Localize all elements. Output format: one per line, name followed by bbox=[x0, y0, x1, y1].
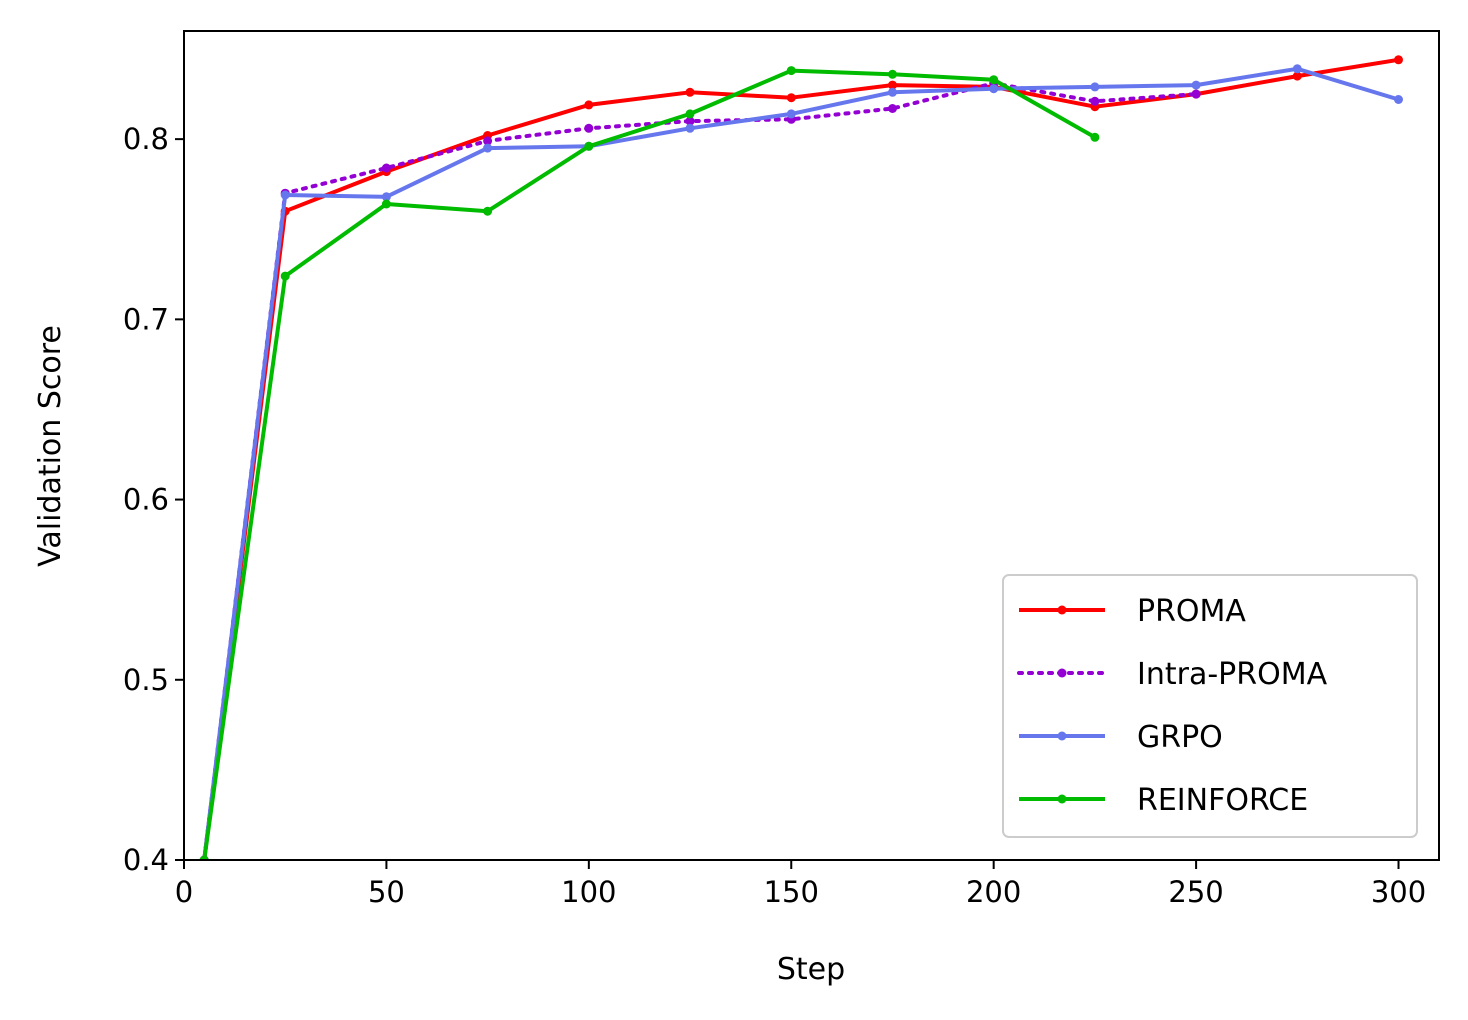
data-point bbox=[1191, 89, 1201, 99]
data-point bbox=[1090, 82, 1100, 92]
data-point bbox=[685, 87, 695, 97]
data-point bbox=[786, 66, 796, 76]
legend-item: PROMA bbox=[1019, 594, 1246, 629]
legend-item: Intra-PROMA bbox=[1017, 657, 1328, 692]
data-point bbox=[381, 192, 391, 202]
legend-marker bbox=[1057, 731, 1067, 741]
data-point bbox=[584, 100, 594, 110]
data-point bbox=[1292, 71, 1302, 81]
data-point bbox=[584, 123, 594, 133]
series-reinforce bbox=[199, 66, 1100, 860]
series-line bbox=[202, 68, 1096, 860]
data-point bbox=[786, 109, 796, 119]
legend-label: REINFORCE bbox=[1137, 783, 1308, 818]
y-tick-label: 0.8 bbox=[123, 122, 169, 156]
legend-marker bbox=[1057, 794, 1067, 804]
x-tick-label: 150 bbox=[764, 875, 819, 909]
y-tick-label: 0.7 bbox=[123, 302, 169, 336]
x-tick-label: 300 bbox=[1371, 875, 1426, 909]
data-point bbox=[888, 104, 897, 113]
legend-marker bbox=[1057, 668, 1067, 678]
data-point bbox=[280, 190, 290, 200]
data-point bbox=[199, 855, 209, 860]
series-layer bbox=[199, 55, 1403, 860]
legend-marker bbox=[1057, 605, 1067, 615]
legend-label: Intra-PROMA bbox=[1137, 657, 1328, 692]
data-point bbox=[381, 199, 391, 209]
data-point bbox=[888, 69, 897, 79]
data-point bbox=[1090, 132, 1100, 142]
plot-frame bbox=[183, 30, 1440, 861]
data-point bbox=[483, 143, 493, 153]
y-axis-label: Validation Score bbox=[33, 325, 68, 567]
x-tick-label: 0 bbox=[175, 875, 193, 909]
data-point bbox=[989, 84, 999, 94]
axes-layer bbox=[183, 30, 1440, 861]
data-point bbox=[786, 93, 796, 103]
data-point bbox=[685, 123, 695, 133]
data-point bbox=[1191, 80, 1201, 90]
legend-item: GRPO bbox=[1019, 720, 1223, 755]
data-point bbox=[888, 80, 897, 90]
legend-label: GRPO bbox=[1137, 720, 1223, 755]
data-point bbox=[1394, 55, 1403, 65]
data-point bbox=[1394, 95, 1403, 104]
data-point bbox=[584, 141, 594, 151]
data-point bbox=[989, 75, 999, 85]
legend-label: PROMA bbox=[1137, 594, 1246, 629]
y-tick-label: 0.6 bbox=[123, 483, 169, 517]
y-tick-label: 0.5 bbox=[123, 663, 169, 697]
legend-item: REINFORCE bbox=[1019, 783, 1308, 818]
x-tick-label: 100 bbox=[561, 875, 616, 909]
x-tick-label: 200 bbox=[966, 875, 1021, 909]
legend-box bbox=[1002, 574, 1418, 838]
legend: PROMA Intra-PROMA GRPO REINFORCE bbox=[1002, 574, 1418, 838]
data-point bbox=[381, 163, 391, 173]
x-tick-label: 250 bbox=[1168, 875, 1223, 909]
data-point bbox=[685, 116, 695, 126]
data-point bbox=[888, 87, 897, 97]
y-tick-label: 0.4 bbox=[123, 843, 169, 877]
x-axis-label: Step bbox=[777, 952, 845, 987]
ticks-layer: 0 50 100 150 200 250 300 0.4 0.5 0.6 0.7 0.8 bbox=[123, 122, 1426, 909]
data-point bbox=[1292, 64, 1302, 74]
data-point bbox=[1090, 96, 1100, 106]
data-point bbox=[685, 109, 695, 119]
data-point bbox=[483, 206, 493, 216]
data-point bbox=[280, 271, 290, 281]
data-point bbox=[483, 136, 493, 146]
x-tick-label: 50 bbox=[368, 875, 405, 909]
